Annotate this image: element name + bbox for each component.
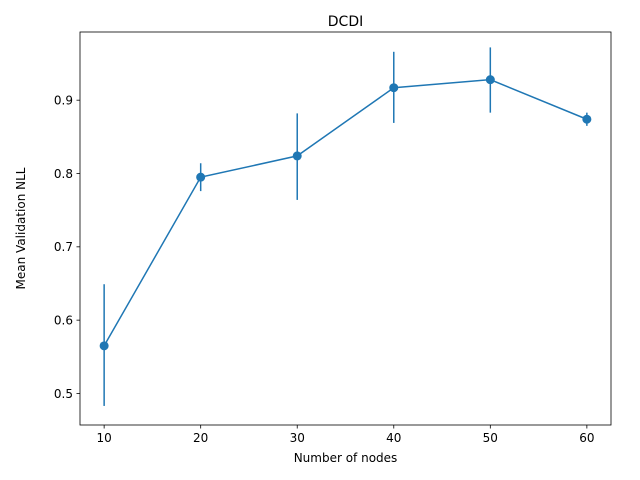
chart-title: DCDI <box>328 14 363 30</box>
data-point <box>389 83 399 93</box>
x-tick-label: 20 <box>193 431 208 445</box>
y-tick-label: 0.9 <box>54 93 73 107</box>
y-axis-ticks: 0.5 0.6 0.7 0.8 0.9 <box>54 93 80 401</box>
x-tick-label: 50 <box>483 431 498 445</box>
y-tick-label: 0.6 <box>54 313 73 327</box>
y-axis-label: Mean Validation NLL <box>14 167 28 289</box>
data-point <box>196 172 206 182</box>
y-tick-label: 0.8 <box>54 167 73 181</box>
x-tick-label: 10 <box>96 431 111 445</box>
data-point <box>292 151 302 161</box>
data-point <box>99 341 109 351</box>
series-line <box>103 78 588 347</box>
x-tick-label: 40 <box>386 431 401 445</box>
x-axis-label: Number of nodes <box>294 451 398 465</box>
x-tick-label: 30 <box>290 431 305 445</box>
data-point <box>485 75 495 85</box>
x-tick-label: 60 <box>579 431 594 445</box>
y-tick-label: 0.5 <box>54 387 73 401</box>
data-point <box>582 114 592 124</box>
x-axis-ticks: 10 20 30 40 50 60 <box>96 425 595 445</box>
y-tick-label: 0.7 <box>54 240 73 254</box>
data-points <box>99 75 592 351</box>
plot-frame <box>79 31 612 426</box>
